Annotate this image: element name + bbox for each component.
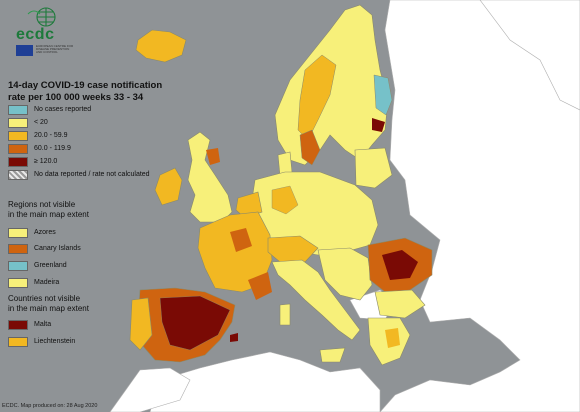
map-title: 14-day COVID-19 case notification rate p…: [8, 80, 188, 104]
italy-region: [271, 259, 361, 341]
legend-swatch-hatched: [8, 170, 28, 180]
legend-label: ≥ 120.0: [34, 158, 58, 165]
logo-subtitle: EUROPEAN CENTRE FOR DISEASE PREVENTION A…: [36, 44, 74, 54]
sweden-region: [297, 54, 337, 141]
map-title-line2: rate per 100 000 weeks 33 - 34: [8, 92, 144, 103]
ireland-region: [154, 167, 183, 206]
region-label: Azores: [34, 229, 56, 236]
region-label: Madeira: [34, 279, 60, 286]
globe-grid-icon: [27, 7, 56, 27]
estonia-spot: [372, 118, 385, 132]
country-swatch: [8, 320, 28, 330]
germany-west-region: [271, 185, 299, 215]
sardinia-region: [279, 303, 291, 326]
legend-label: 20.0 - 59.9: [34, 132, 68, 139]
legend-swatch: [8, 105, 28, 115]
region-label: Canary Islands: [34, 245, 81, 252]
greece-spot: [385, 328, 400, 348]
region-swatch: [8, 244, 28, 254]
region-item: Canary Islands: [8, 244, 198, 255]
portugal-region: [129, 297, 153, 351]
region-item: Madeira: [8, 278, 198, 289]
legend-swatch: [8, 131, 28, 141]
uk-north-spot: [206, 148, 220, 165]
legend-item: No cases reported: [8, 105, 198, 116]
eu-flag-icon: [16, 45, 33, 56]
regions-heading-line1: Regions not visible: [8, 200, 76, 209]
iceland-region: [135, 29, 187, 63]
baltics-region: [354, 147, 393, 189]
legend-swatch: [8, 157, 28, 167]
romania-dark-spot: [382, 250, 418, 280]
legend-label: No cases reported: [34, 106, 92, 113]
country-item: Liechtenstein: [8, 337, 198, 348]
country-label: Liechtenstein: [34, 338, 76, 345]
sicily-region: [319, 347, 346, 363]
legend-item: ≥ 120.0: [8, 157, 198, 168]
bulgaria-region: [374, 289, 426, 319]
spain-central-region: [159, 295, 231, 351]
legend-label: No data reported / rate not calculated: [34, 171, 150, 178]
ecdc-logo: ecdc EUROPEAN CENTRE FOR DISEASE PREVENT…: [10, 6, 74, 56]
regions-heading: Regions not visible in the main map exte…: [8, 200, 168, 220]
country-label: Malta: [34, 321, 52, 328]
regions-heading-line2: in the main map extent: [8, 210, 89, 219]
legend-item: 60.0 - 119.9: [8, 144, 198, 155]
logo-wordmark: ecdc: [16, 26, 55, 43]
map-title-line1: 14-day COVID-19 case notification: [8, 80, 163, 91]
region-label: Greenland: [34, 262, 67, 269]
legend-item: No data reported / rate not calculated: [8, 170, 198, 181]
countries-heading: Countries not visible in the main map ex…: [8, 294, 168, 314]
legend-label: < 20: [34, 119, 48, 126]
country-item: Malta: [8, 320, 198, 331]
country-swatch: [8, 337, 28, 347]
legend-item: < 20: [8, 118, 198, 129]
balearic-spot: [230, 333, 238, 342]
map-footer: ECDC. Map produced on: 28 Aug 2020: [2, 403, 98, 409]
france-south-spot: [248, 272, 272, 300]
legend-label: 60.0 - 119.9: [34, 145, 71, 152]
region-item: Greenland: [8, 261, 198, 272]
countries-heading-line1: Countries not visible: [8, 294, 81, 303]
region-swatch: [8, 228, 28, 238]
paris-spot: [230, 228, 252, 252]
finland-east-region: [373, 74, 393, 116]
region-swatch: [8, 278, 28, 288]
legend-swatch: [8, 118, 28, 128]
region-swatch: [8, 261, 28, 271]
countries-heading-line2: in the main map extent: [8, 304, 89, 313]
sweden-south-region: [299, 129, 321, 166]
legend-swatch: [8, 144, 28, 154]
region-item: Azores: [8, 228, 198, 239]
hungary-croatia-region: [317, 247, 373, 301]
legend-item: 20.0 - 59.9: [8, 131, 198, 142]
